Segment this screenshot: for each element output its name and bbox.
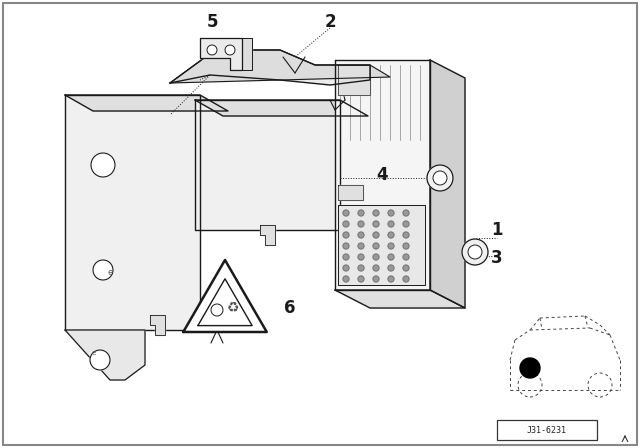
- Polygon shape: [65, 95, 200, 330]
- Circle shape: [343, 243, 349, 249]
- Text: 5: 5: [207, 13, 219, 31]
- Polygon shape: [338, 65, 370, 95]
- Polygon shape: [170, 50, 390, 83]
- Circle shape: [373, 232, 379, 238]
- Circle shape: [373, 254, 379, 260]
- Circle shape: [343, 254, 349, 260]
- Circle shape: [403, 232, 409, 238]
- Circle shape: [373, 210, 379, 216]
- Circle shape: [403, 276, 409, 282]
- Circle shape: [225, 45, 235, 55]
- Text: 4: 4: [376, 166, 388, 184]
- Circle shape: [358, 254, 364, 260]
- Circle shape: [343, 210, 349, 216]
- Circle shape: [433, 171, 447, 185]
- Text: 6: 6: [284, 299, 296, 317]
- Bar: [497, 420, 597, 440]
- Circle shape: [388, 221, 394, 227]
- Polygon shape: [65, 330, 145, 380]
- Circle shape: [403, 210, 409, 216]
- Text: J31-6231: J31-6231: [527, 426, 567, 435]
- Circle shape: [520, 358, 540, 378]
- Circle shape: [90, 350, 110, 370]
- Text: 1: 1: [492, 221, 503, 239]
- Text: ♻: ♻: [227, 301, 239, 315]
- Circle shape: [388, 254, 394, 260]
- Circle shape: [403, 243, 409, 249]
- Polygon shape: [260, 225, 275, 245]
- Polygon shape: [195, 100, 368, 116]
- Circle shape: [373, 276, 379, 282]
- Circle shape: [403, 265, 409, 271]
- Polygon shape: [335, 60, 430, 290]
- Circle shape: [358, 265, 364, 271]
- Polygon shape: [200, 38, 242, 70]
- Text: 2: 2: [324, 13, 336, 31]
- Text: e: e: [92, 350, 96, 356]
- Polygon shape: [183, 260, 267, 332]
- Text: e: e: [107, 268, 112, 277]
- Circle shape: [358, 232, 364, 238]
- Polygon shape: [195, 100, 340, 230]
- Circle shape: [388, 210, 394, 216]
- Polygon shape: [338, 185, 363, 200]
- Circle shape: [462, 239, 488, 265]
- Polygon shape: [430, 60, 465, 308]
- Circle shape: [358, 276, 364, 282]
- Circle shape: [403, 254, 409, 260]
- Polygon shape: [170, 50, 370, 85]
- Polygon shape: [150, 315, 165, 335]
- Circle shape: [373, 265, 379, 271]
- Circle shape: [358, 221, 364, 227]
- Polygon shape: [242, 38, 252, 70]
- Circle shape: [388, 232, 394, 238]
- Circle shape: [207, 45, 217, 55]
- Polygon shape: [335, 290, 465, 308]
- Circle shape: [343, 232, 349, 238]
- Circle shape: [427, 165, 453, 191]
- Circle shape: [343, 221, 349, 227]
- Circle shape: [211, 304, 223, 316]
- Polygon shape: [338, 205, 425, 285]
- Circle shape: [403, 221, 409, 227]
- Circle shape: [373, 243, 379, 249]
- Circle shape: [388, 276, 394, 282]
- Circle shape: [91, 153, 115, 177]
- Circle shape: [388, 265, 394, 271]
- Circle shape: [373, 221, 379, 227]
- Circle shape: [343, 276, 349, 282]
- Polygon shape: [65, 95, 228, 111]
- Text: 3: 3: [491, 249, 503, 267]
- Circle shape: [93, 260, 113, 280]
- Circle shape: [358, 243, 364, 249]
- Circle shape: [343, 265, 349, 271]
- Circle shape: [358, 210, 364, 216]
- Circle shape: [468, 245, 482, 259]
- Circle shape: [388, 243, 394, 249]
